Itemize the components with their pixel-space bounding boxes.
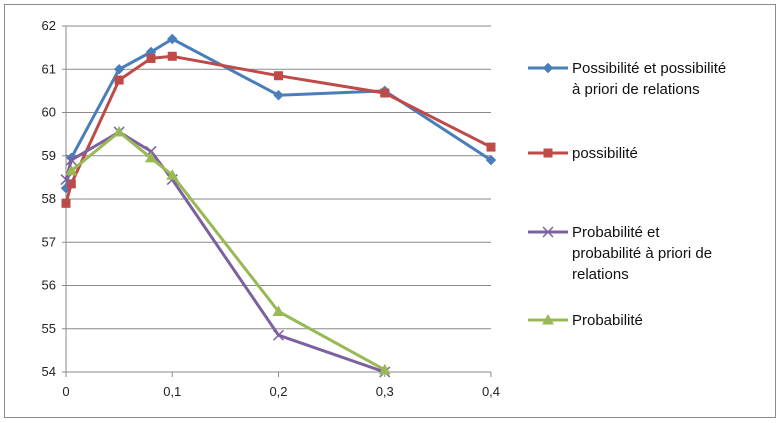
series-2-point bbox=[274, 71, 283, 81]
legend-marker-2 bbox=[543, 148, 553, 158]
x-tick-label: 0,1 bbox=[163, 384, 181, 399]
x-tick-labels: 0 0,1 0,2 0,3 0,4 bbox=[62, 384, 500, 399]
legend: Possibilité et possibilité à priori de re… bbox=[528, 60, 726, 329]
series-4-point bbox=[145, 151, 157, 163]
series-3-point bbox=[60, 174, 72, 186]
y-tick-label: 54 bbox=[42, 364, 56, 379]
series-1-point bbox=[485, 154, 497, 166]
legend-label-1: Possibilité et possibilité à priori de re… bbox=[572, 60, 726, 98]
legend-marker-4 bbox=[542, 314, 554, 325]
series-4-point bbox=[113, 125, 126, 137]
series-1-point bbox=[166, 33, 178, 45]
series-3-point bbox=[65, 154, 77, 166]
legend-label-4: Probabilité bbox=[572, 312, 643, 329]
series-line-3 bbox=[64, 130, 386, 374]
legend-label-3: Probabilité et probabilité à priori de rel… bbox=[572, 224, 712, 283]
series-2-point bbox=[167, 51, 177, 61]
series-4-point bbox=[166, 169, 179, 180]
y-tick-labels: 54 55 56 57 58 59 60 61 62 bbox=[42, 18, 56, 379]
y-tick-label: 61 bbox=[42, 61, 56, 76]
series-line-2 bbox=[64, 54, 492, 204]
series-1-point bbox=[273, 89, 284, 101]
series-4-point bbox=[65, 164, 78, 176]
chart-frame bbox=[4, 4, 776, 418]
y-tick-label: 58 bbox=[42, 191, 56, 206]
series-3-point bbox=[272, 329, 285, 341]
x-tick-label: 0 bbox=[62, 384, 69, 399]
x-tick-label: 0,4 bbox=[482, 384, 500, 399]
series-1-point bbox=[113, 63, 125, 75]
legend-label-2: possibilité bbox=[572, 145, 638, 162]
series-2-point bbox=[114, 75, 124, 85]
series-line-4 bbox=[70, 130, 386, 372]
y-tick-label: 56 bbox=[42, 278, 56, 293]
y-tick-label: 62 bbox=[42, 18, 56, 33]
series-4-point bbox=[378, 363, 391, 375]
series-2-point bbox=[380, 88, 390, 98]
x-tick-label: 0,2 bbox=[269, 384, 287, 399]
series-2-point bbox=[146, 53, 156, 63]
series-2-point bbox=[486, 142, 496, 152]
y-tick-label: 57 bbox=[42, 234, 56, 249]
y-tick-label: 59 bbox=[42, 148, 56, 163]
legend-marker-3 bbox=[542, 226, 554, 238]
x-tick-label: 0,3 bbox=[376, 384, 394, 399]
series-4-point bbox=[272, 305, 285, 316]
legend-marker-1 bbox=[542, 62, 554, 74]
y-tick-label: 55 bbox=[42, 321, 56, 336]
y-tick-label: 60 bbox=[42, 105, 56, 120]
series-group bbox=[60, 33, 497, 378]
series-2-point bbox=[61, 198, 71, 208]
